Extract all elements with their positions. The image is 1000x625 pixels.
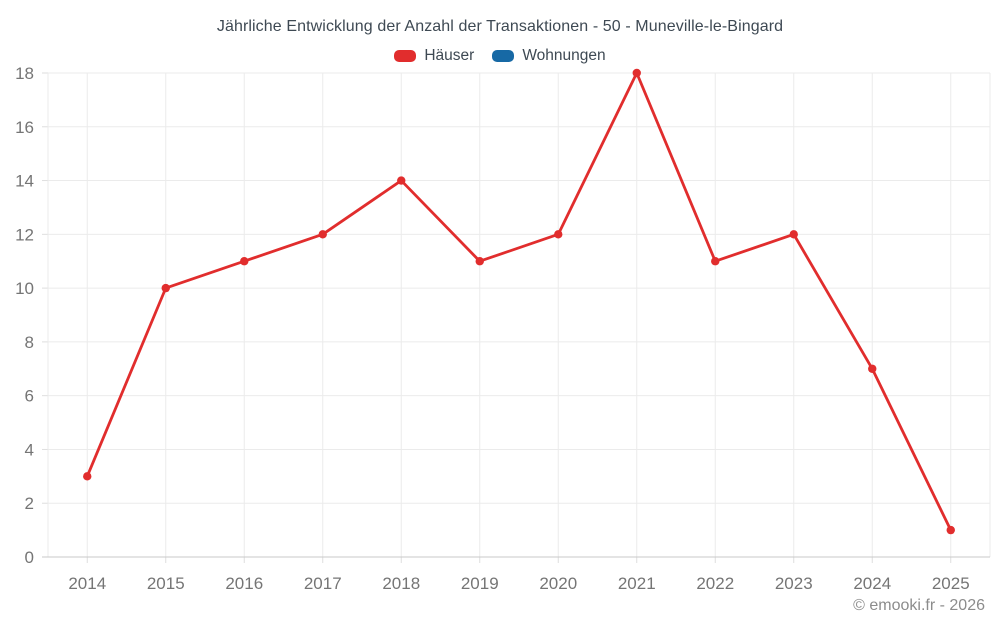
- chart-title: Jährliche Entwicklung der Anzahl der Tra…: [216, 18, 784, 35]
- svg-text:10: 10: [15, 279, 34, 298]
- legend-swatch-haeuser: [394, 50, 417, 62]
- svg-text:2014: 2014: [68, 574, 106, 593]
- svg-text:14: 14: [15, 172, 34, 191]
- svg-text:2022: 2022: [696, 574, 734, 593]
- svg-text:2019: 2019: [461, 574, 499, 593]
- svg-text:8: 8: [25, 333, 34, 352]
- legend-swatch-wohnungen: [492, 50, 515, 62]
- svg-text:12: 12: [15, 225, 34, 244]
- legend-item-haeuser[interactable]: Häuser: [394, 47, 474, 65]
- svg-text:2017: 2017: [304, 574, 342, 593]
- svg-text:2: 2: [25, 494, 34, 513]
- svg-text:2015: 2015: [147, 574, 185, 593]
- svg-text:16: 16: [15, 118, 34, 137]
- svg-text:6: 6: [25, 387, 34, 406]
- svg-text:2023: 2023: [775, 574, 813, 593]
- copyright: © emooki.fr - 2026: [853, 597, 985, 614]
- svg-text:18: 18: [15, 64, 34, 83]
- svg-text:2016: 2016: [225, 574, 263, 593]
- svg-text:0: 0: [25, 548, 34, 567]
- svg-text:2020: 2020: [539, 574, 577, 593]
- svg-text:2024: 2024: [853, 574, 891, 593]
- legend-label-wohnungen: Wohnungen: [522, 47, 606, 64]
- svg-text:4: 4: [25, 440, 34, 459]
- legend-label-haeuser: Häuser: [424, 47, 475, 64]
- svg-text:2021: 2021: [618, 574, 656, 593]
- svg-text:2018: 2018: [382, 574, 420, 593]
- legend-item-wohnungen[interactable]: Wohnungen: [492, 47, 606, 65]
- legend: Häuser Wohnungen: [0, 47, 1000, 65]
- svg-text:2025: 2025: [932, 574, 970, 593]
